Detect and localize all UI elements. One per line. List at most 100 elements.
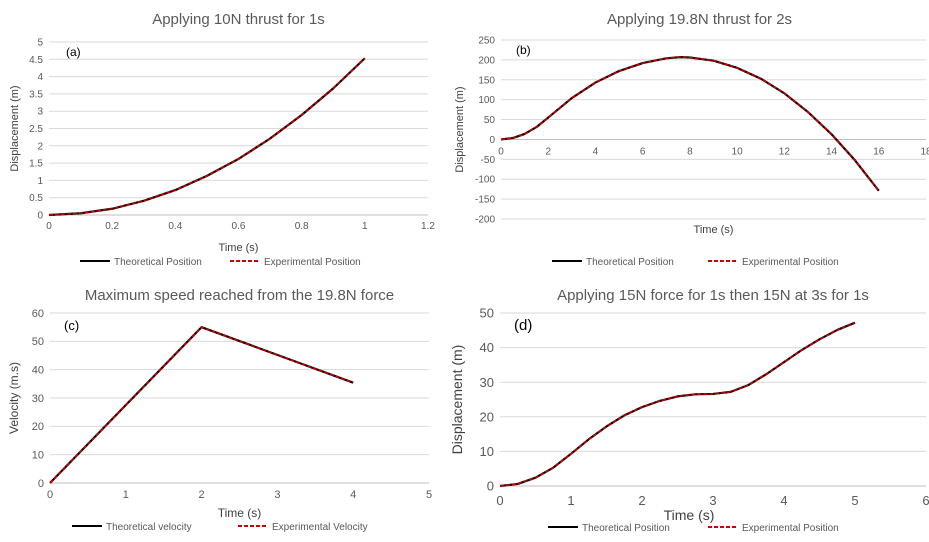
x-tick-label: 12 [779,146,791,157]
x-tick-label: 2 [545,146,551,157]
x-tick-label: 3 [709,493,716,508]
y-tick-label: 50 [32,336,44,348]
panel-label: (d) [514,317,532,334]
y-tick-label: 150 [478,75,495,86]
y-tick-label: -150 [475,195,495,206]
x-tick-label: 0 [47,489,53,501]
x-tick-label: 14 [826,146,838,157]
legend-entry: Experimental Velocity [272,522,368,533]
y-tick-label: 250 [478,36,495,47]
y-tick-label: 3.5 [29,89,43,100]
x-tick-label: 6 [640,146,646,157]
x-tick-label: 0 [498,146,504,157]
x-tick-label: 6 [922,493,929,508]
x-tick-label: 5 [426,489,432,501]
x-tick-label: 1 [567,493,574,508]
series-line-2 [500,56,880,192]
x-tick-label: 16 [873,146,885,157]
x-tick-label: 2 [638,493,645,508]
chart-title: Applying 19.8N thrust for 2s [607,11,792,28]
y-tick-label: 50 [480,306,494,321]
series-line-2 [49,326,354,484]
x-tick-label: 1.2 [421,221,435,232]
x-tick-label: 3 [274,489,280,501]
legend-entry: Theoretical velocity [106,522,192,533]
y-tick-label: -100 [475,175,495,186]
y-tick-label: 40 [32,365,44,377]
x-tick-label: 10 [732,146,744,157]
y-tick-label: 0 [38,478,44,490]
x-tick-label: 1 [123,489,129,501]
y-tick-label: 0 [489,135,495,146]
legend-entry: Experimental Position [742,257,839,268]
x-tick-label: 4 [350,489,356,501]
chart-panel-1: Applying 10N thrust for 1s 0 0.5 1 1.5 2 2.5 3 3… [9,11,435,268]
y-tick-label: 0 [37,211,43,222]
x-tick-label: 4 [780,493,787,508]
series-line-2 [499,321,856,487]
chart-panel-4: Applying 15N force for 1s then 15N at 3s… [449,287,929,534]
x-tick-label: 5 [851,493,858,508]
y-tick-label: -200 [475,215,495,226]
series-line-1 [500,55,880,192]
x-tick-label: 2 [199,489,205,501]
x-tick-label: 0 [46,221,52,232]
y-axis-label: Velocity (m.s) [7,362,21,434]
y-tick-label: 200 [478,55,495,66]
x-tick-label: 8 [687,146,693,157]
y-axis-label: Displacement (m) [449,345,465,455]
y-tick-label: 0 [487,479,494,494]
y-tick-label: 5 [37,38,43,49]
y-tick-label: 1 [37,176,43,187]
x-tick-label: 0 [496,493,503,508]
y-tick-label: 10 [32,450,44,462]
y-axis-label: Displacement (m) [454,86,466,172]
y-tick-label: 40 [480,340,494,355]
x-axis-label: Time (s) [218,506,262,520]
panel-label: (c) [64,318,79,333]
x-tick-label: 18 [920,146,929,157]
y-tick-label: 60 [32,308,44,320]
x-axis-label: Time (s) [694,224,734,236]
series-line-1 [48,57,366,217]
legend-entry: Theoretical Position [586,257,674,268]
x-axis-label: Time (s) [664,507,715,523]
y-tick-label: 0.5 [29,193,43,204]
panel-label: (a) [66,45,81,59]
y-tick-label: 2.5 [29,124,43,135]
panel-label: (b) [516,43,531,57]
chart-title: Maximum speed reached from the 19.8N for… [85,287,394,304]
chart-panel-2: Applying 19.8N thrust for 2s -200 -150 -100… [454,11,929,268]
y-tick-label: 3 [37,107,43,118]
legend-entry: Theoretical Position [114,257,202,268]
chart-title: Applying 10N thrust for 1s [152,11,325,28]
y-tick-label: 30 [32,393,44,405]
x-tick-label: 0.4 [168,221,182,232]
x-tick-label: 0.8 [295,221,309,232]
y-tick-label: 1.5 [29,159,43,170]
y-tick-label: 20 [480,409,494,424]
y-tick-label: 30 [480,375,494,390]
legend-entry: Experimental Position [742,523,839,534]
x-tick-label: 4 [593,146,599,157]
y-tick-label: 2 [37,141,43,152]
legend-entry: Experimental Position [264,257,361,268]
y-tick-label: 50 [484,115,496,126]
y-tick-label: 10 [480,444,494,459]
y-tick-label: 4.5 [29,55,43,66]
y-tick-label: 4 [37,72,43,83]
y-tick-label: 20 [32,421,44,433]
y-axis-label: Displacement (m) [9,85,21,171]
x-tick-label: 1 [362,221,368,232]
series-line-1 [49,326,354,484]
y-tick-label: 100 [478,95,495,106]
x-tick-label: 0.6 [232,221,246,232]
y-tick-label: -50 [481,155,496,166]
x-axis-label: Time (s) [219,242,259,254]
legend-entry: Theoretical Position [582,523,670,534]
x-tick-label: 0.2 [105,221,119,232]
chart-title: Applying 15N force for 1s then 15N at 3s… [557,287,869,304]
chart-panel-3: Maximum speed reached from the 19.8N for… [7,287,432,533]
